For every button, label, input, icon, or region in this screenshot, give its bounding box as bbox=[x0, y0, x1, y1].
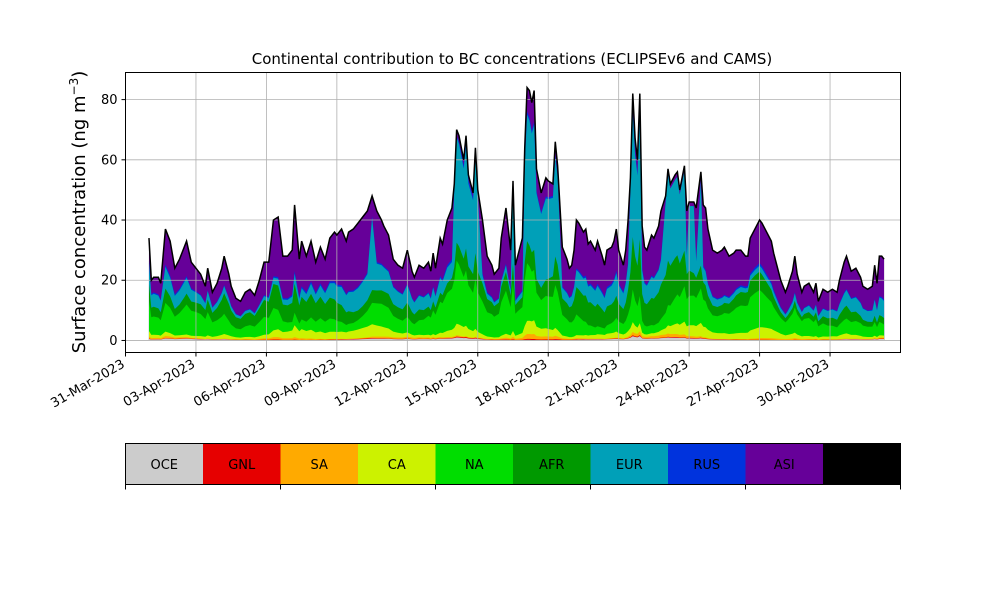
colorbar-label: CA bbox=[388, 458, 406, 473]
colorbar-label: ASI bbox=[774, 458, 795, 473]
total-line bbox=[148, 85, 885, 303]
y-axis: 0 20 40 60 80 bbox=[101, 93, 126, 349]
colorbar-swatch-na bbox=[435, 443, 514, 485]
colorbar-label: AUS bbox=[848, 458, 875, 473]
x-axis: 31-Mar-202303-Apr-202306-Apr-202309-Apr-… bbox=[48, 352, 832, 411]
y-axis-label-sup: −3 bbox=[67, 78, 81, 96]
colorbar-label: RUS bbox=[693, 458, 720, 473]
area-na bbox=[148, 260, 885, 341]
y-tick-label: 20 bbox=[101, 274, 118, 289]
area-ca bbox=[148, 320, 885, 341]
x-tick-label: 18-Apr-2023 bbox=[473, 357, 550, 410]
x-tick-label: 03-Apr-2023 bbox=[121, 357, 198, 410]
x-tick-label: 15-Apr-2023 bbox=[403, 357, 480, 410]
x-tick-label: 06-Apr-2023 bbox=[191, 357, 268, 410]
x-tick-label: 24-Apr-2023 bbox=[614, 357, 691, 410]
colorbar-swatch-oce bbox=[125, 443, 204, 485]
colorbar-label: GNL bbox=[228, 458, 256, 473]
x-tick-label: 27-Apr-2023 bbox=[684, 357, 761, 410]
chart-title: Continental contribution to BC concentra… bbox=[252, 50, 773, 68]
colorbar-legend: OCE GNL SA CA NA AFR EUR RUS ASI AUS bbox=[125, 443, 901, 490]
colorbar-swatch-afr bbox=[513, 443, 591, 485]
colorbar-swatch-gnl bbox=[203, 443, 281, 485]
colorbar-label: NA bbox=[465, 458, 484, 473]
x-tick-label: 21-Apr-2023 bbox=[544, 357, 621, 410]
y-tick-label: 0 bbox=[109, 334, 117, 349]
colorbar-label: OCE bbox=[150, 458, 178, 473]
colorbar-swatch-eur bbox=[590, 443, 669, 485]
colorbar-swatch-sa bbox=[280, 443, 359, 485]
colorbar-swatch-asi bbox=[745, 443, 824, 485]
y-tick-label: 80 bbox=[101, 93, 118, 108]
colorbar-swatch-aus bbox=[823, 443, 901, 485]
plot-frame bbox=[125, 72, 901, 353]
colorbar-label: EUR bbox=[616, 458, 643, 473]
x-tick-label: 30-Apr-2023 bbox=[755, 357, 832, 410]
x-tick-label: 31-Mar-2023 bbox=[48, 357, 127, 411]
colorbar-label: AFR bbox=[539, 458, 564, 473]
colorbar-swatch-ca bbox=[358, 443, 436, 485]
area-oce bbox=[148, 336, 885, 341]
colorbar-frame bbox=[125, 443, 901, 485]
y-axis-label: Surface concentration (ng m−3) bbox=[67, 71, 90, 354]
colorbar-swatch-rus bbox=[668, 443, 746, 485]
stacked-areas bbox=[148, 87, 885, 341]
y-tick-label: 60 bbox=[101, 153, 118, 168]
x-tick-label: 12-Apr-2023 bbox=[332, 357, 409, 410]
y-axis-label-close: ) bbox=[69, 71, 90, 78]
y-axis-label-main: Surface concentration (ng m bbox=[69, 95, 90, 353]
y-tick-label: 40 bbox=[101, 214, 118, 229]
colorbar-label: SA bbox=[311, 458, 328, 473]
x-tick-label: 09-Apr-2023 bbox=[262, 357, 339, 410]
